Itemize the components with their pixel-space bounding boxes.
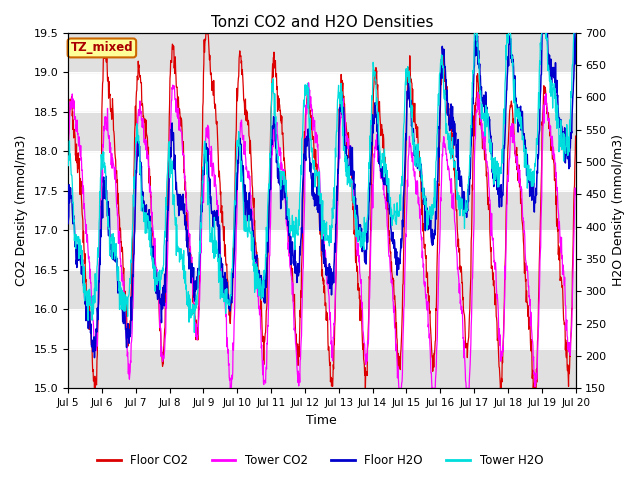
Text: TZ_mixed: TZ_mixed [70,41,133,54]
Y-axis label: CO2 Density (mmol/m3): CO2 Density (mmol/m3) [15,135,28,286]
Y-axis label: H2O Density (mmol/m3): H2O Density (mmol/m3) [612,134,625,287]
X-axis label: Time: Time [307,414,337,427]
Bar [68,112,575,151]
Bar [68,270,575,309]
Bar [68,191,575,230]
Bar [68,349,575,388]
Title: Tonzi CO2 and H2O Densities: Tonzi CO2 and H2O Densities [211,15,433,30]
Bar [68,33,575,72]
Legend: Floor CO2, Tower CO2, Floor H2O, Tower H2O: Floor CO2, Tower CO2, Floor H2O, Tower H… [92,449,548,472]
